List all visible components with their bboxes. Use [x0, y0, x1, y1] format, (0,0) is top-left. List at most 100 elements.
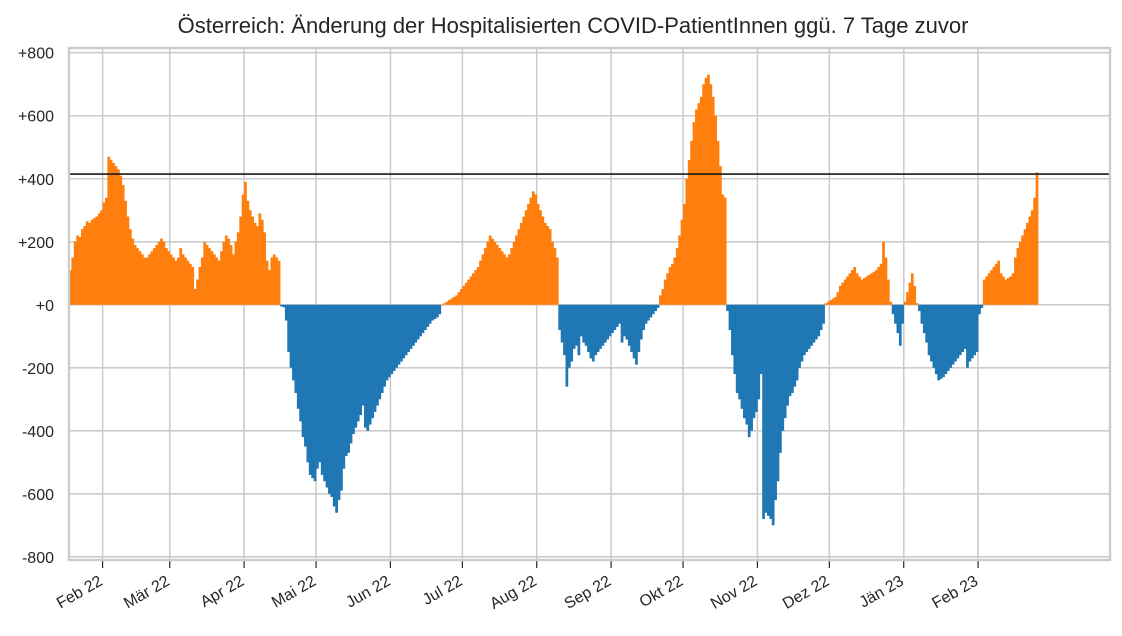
bar: [289, 304, 293, 368]
bar: [414, 304, 418, 343]
bar: [819, 304, 823, 330]
bar: [949, 304, 953, 368]
bar: [527, 203, 530, 305]
bar: [344, 304, 348, 457]
bar: [841, 282, 845, 305]
bar: [104, 197, 108, 305]
bar: [1035, 172, 1039, 305]
bar: [910, 273, 914, 305]
bar: [471, 273, 475, 305]
bar: [299, 304, 303, 422]
bar: [678, 235, 681, 305]
bar: [112, 163, 115, 305]
bar: [728, 304, 732, 330]
bar: [220, 251, 223, 305]
bar: [719, 166, 722, 305]
bar: [908, 282, 912, 305]
bar: [661, 289, 665, 305]
bar: [469, 276, 473, 305]
bar: [493, 241, 497, 305]
bar: [114, 166, 118, 305]
bar: [186, 260, 190, 305]
bar: [126, 216, 130, 305]
bars: [69, 74, 1039, 526]
bar: [982, 279, 986, 305]
bar: [774, 304, 777, 501]
bar: [203, 241, 207, 305]
bar: [790, 304, 794, 394]
bar: [409, 304, 413, 349]
bar: [368, 304, 372, 425]
bar: [826, 301, 830, 305]
bar: [88, 222, 91, 305]
bar: [1014, 257, 1017, 305]
bar: [639, 304, 643, 340]
bar: [1030, 210, 1034, 305]
bar: [968, 304, 972, 362]
bar: [747, 304, 751, 438]
y-tick-label: -400: [22, 424, 54, 441]
bar: [793, 304, 797, 387]
y-tick-label: -200: [22, 361, 54, 378]
bar: [611, 304, 614, 334]
bar: [954, 304, 957, 362]
bar: [942, 304, 945, 378]
bar: [522, 216, 526, 305]
bar: [510, 248, 514, 305]
bar: [366, 304, 370, 431]
bar: [400, 304, 403, 362]
bar: [731, 304, 734, 356]
bar: [1016, 248, 1020, 305]
bar: [565, 304, 569, 387]
bar: [656, 304, 660, 308]
bar: [450, 298, 454, 305]
bar: [287, 304, 291, 353]
bar: [364, 304, 367, 428]
bar: [1023, 229, 1027, 305]
bar: [743, 304, 746, 419]
bar: [109, 159, 113, 305]
bar: [690, 140, 693, 305]
bar: [843, 279, 847, 305]
bar: [515, 235, 518, 305]
bar: [740, 304, 744, 409]
bar: [395, 304, 398, 368]
bar: [143, 257, 147, 305]
bar: [829, 300, 833, 305]
bar: [560, 304, 564, 343]
y-tick-label: +400: [18, 172, 54, 189]
bar: [248, 210, 252, 305]
bar: [838, 285, 842, 305]
bar: [491, 238, 494, 305]
bar: [330, 304, 334, 497]
bar: [865, 276, 869, 305]
bar: [918, 304, 921, 312]
bar: [481, 254, 485, 305]
bar: [709, 84, 713, 305]
bar: [810, 304, 813, 346]
bar: [181, 254, 185, 305]
bar: [239, 216, 243, 305]
bar: [265, 260, 269, 305]
bar: [889, 301, 893, 305]
bar: [172, 257, 175, 305]
bar: [867, 274, 871, 305]
bar: [517, 229, 521, 305]
bar: [723, 197, 727, 305]
bar: [750, 304, 753, 431]
bar: [625, 304, 629, 340]
bar: [541, 216, 545, 305]
bar: [654, 304, 658, 312]
bar: [373, 304, 377, 412]
bar: [786, 304, 789, 406]
bar: [536, 203, 540, 305]
bar: [155, 244, 159, 305]
bar: [380, 304, 384, 394]
y-tick-label: +200: [18, 235, 54, 252]
bar: [647, 304, 650, 321]
bar: [90, 219, 94, 305]
bar: [174, 260, 178, 305]
bar: [987, 273, 991, 305]
bar: [673, 257, 677, 305]
